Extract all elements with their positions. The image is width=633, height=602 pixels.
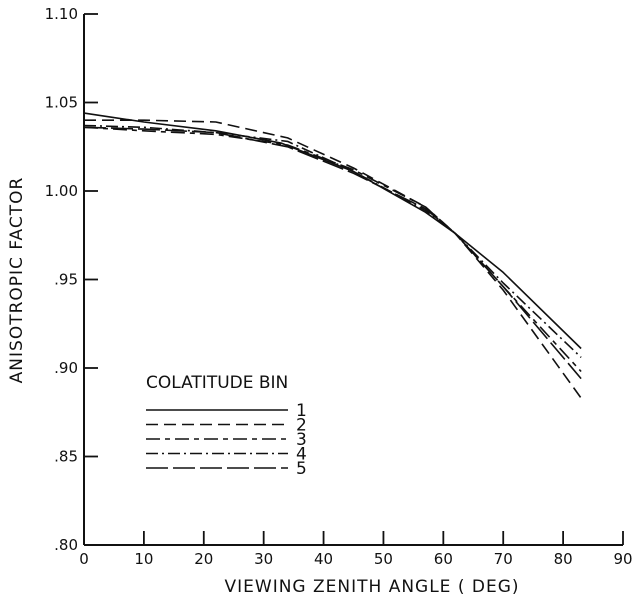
y-tick-label: 1.05 [45,94,78,112]
x-tick-label: 10 [134,550,153,568]
y-tick-label: .90 [54,359,78,377]
x-tick-label: 60 [434,550,453,568]
y-axis-title: ANISOTROPIC FACTOR [7,177,27,384]
legend-label-4: 4 [296,445,307,465]
legend-label-2: 2 [296,416,307,436]
x-tick-label: 30 [254,550,273,568]
y-tick-label: 1.00 [45,182,78,200]
x-tick-label: 80 [554,550,573,568]
y-tick-label: .80 [54,536,78,554]
series-layer [83,112,582,399]
x-axis-title: VIEWING ZENITH ANGLE ( DEG) [225,577,520,597]
x-tick-label: 90 [613,550,632,568]
x-tick-label: 70 [494,550,513,568]
chart-axes [83,14,623,546]
legend-title: COLATITUDE BIN [146,373,288,393]
x-tick-label: 50 [374,550,393,568]
x-tick-label: 0 [79,550,89,568]
series-line-2 [84,119,582,399]
legend-label-1: 1 [296,401,307,421]
y-tick-label: .95 [54,271,78,289]
x-tick-label: 40 [314,550,333,568]
series-line-1 [83,112,582,350]
series-line-5 [83,126,582,380]
legend-label-5: 5 [296,459,307,479]
chart-ticks: 0 10 20 30 40 50 60 70 80 90 .80 .85 .90 .95 1.00 1.05 1… [45,5,633,568]
y-tick-label: 1.10 [45,5,78,23]
series-line-4 [83,124,582,358]
y-tick-label: .85 [54,448,78,466]
legend-label-3: 3 [296,430,307,450]
x-tick-label: 20 [194,550,213,568]
